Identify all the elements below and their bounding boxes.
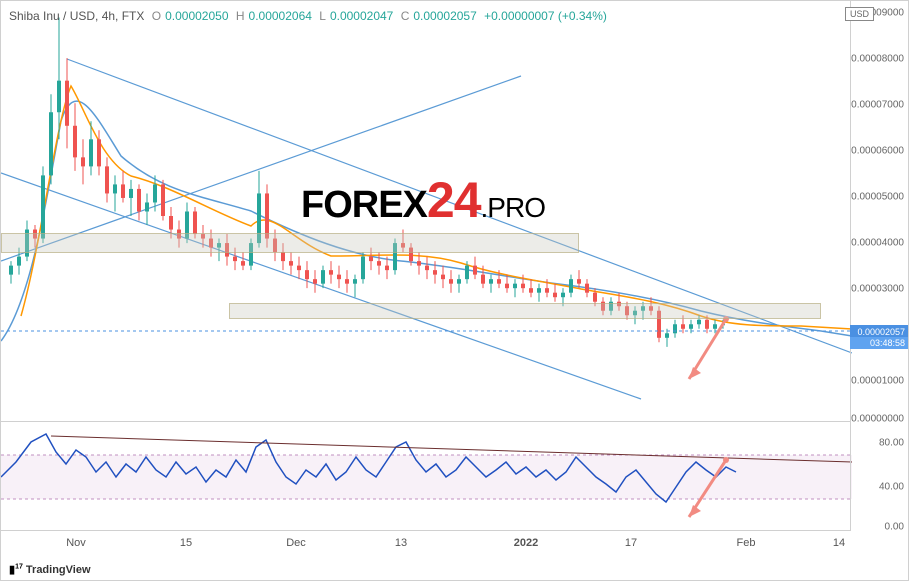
ohlc-c-label: C xyxy=(401,9,410,23)
chart-header: Shiba Inu / USD, 4h, FTX O 0.00002050 H 0.… xyxy=(9,9,611,23)
rsi-svg xyxy=(1,422,852,532)
ohlc-change: +0.00000007 (+0.34%) xyxy=(484,9,607,23)
tradingview-logo: ▮17 TradingView xyxy=(9,563,91,576)
tv-icon: ▮17 xyxy=(9,564,23,576)
rsi-axis: 80.0040.000.00 xyxy=(850,421,908,531)
ohlc-l-label: L xyxy=(319,9,326,23)
price-axis: 0.000090000.000080000.000070000.00006000… xyxy=(850,1,908,421)
tv-text: TradingView xyxy=(26,564,91,576)
ohlc-o-label: O xyxy=(152,9,161,23)
ohlc-h-label: H xyxy=(236,9,245,23)
ohlc-o-value: 0.00002050 xyxy=(165,9,228,23)
symbol-label: Shiba Inu / USD, 4h, FTX xyxy=(9,9,144,23)
ohlc-l-value: 0.00002047 xyxy=(330,9,393,23)
time-axis: Nov15Dec13202217Feb14 xyxy=(1,530,850,560)
rsi-panel[interactable] xyxy=(1,421,850,531)
currency-badge: USD xyxy=(845,7,874,21)
ohlc-c-value: 0.00002057 xyxy=(413,9,476,23)
chart-container[interactable]: Shiba Inu / USD, 4h, FTX O 0.00002050 H 0.… xyxy=(0,0,909,581)
logo-24: 24 xyxy=(427,172,481,228)
countdown-label: 03:48:58 xyxy=(850,337,908,349)
logo-forex: FOREX xyxy=(301,184,427,226)
logo-pro: .PRO xyxy=(481,192,545,223)
forex24-logo: FOREX24.PRO xyxy=(301,171,545,229)
ohlc-h-value: 0.00002064 xyxy=(249,9,312,23)
